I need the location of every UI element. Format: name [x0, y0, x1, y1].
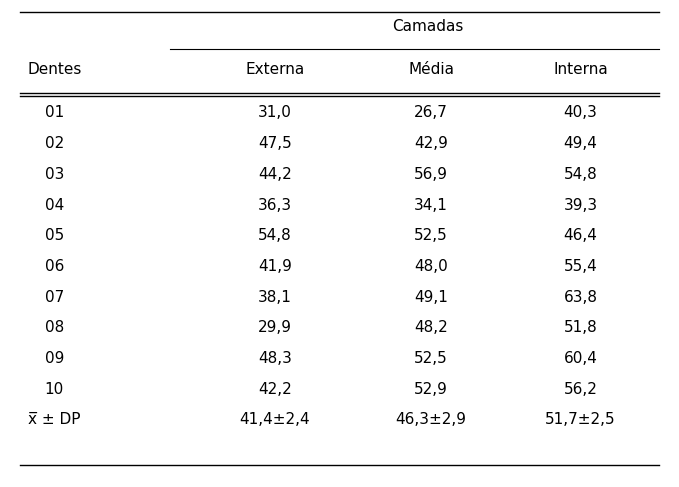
Text: 47,5: 47,5 [258, 136, 292, 151]
Text: 01: 01 [45, 106, 64, 120]
Text: 41,4±2,4: 41,4±2,4 [240, 412, 310, 427]
Text: 29,9: 29,9 [258, 320, 292, 335]
Text: 63,8: 63,8 [564, 290, 598, 304]
Text: 10: 10 [45, 382, 64, 396]
Text: 52,5: 52,5 [414, 351, 448, 366]
Text: 48,0: 48,0 [414, 259, 448, 274]
Text: 54,8: 54,8 [258, 228, 292, 243]
Text: 51,7±2,5: 51,7±2,5 [545, 412, 616, 427]
Text: 03: 03 [45, 167, 64, 182]
Text: 04: 04 [45, 198, 64, 212]
Text: 38,1: 38,1 [258, 290, 292, 304]
Text: 26,7: 26,7 [414, 106, 448, 120]
Text: 34,1: 34,1 [414, 198, 448, 212]
Text: 06: 06 [45, 259, 64, 274]
Text: 56,9: 56,9 [414, 167, 448, 182]
Text: 48,3: 48,3 [258, 351, 292, 366]
Text: Camadas: Camadas [392, 19, 464, 34]
Text: 54,8: 54,8 [564, 167, 598, 182]
Text: 08: 08 [45, 320, 64, 335]
Text: 48,2: 48,2 [414, 320, 448, 335]
Text: x̅ ± DP: x̅ ± DP [28, 412, 81, 427]
Text: Externa: Externa [245, 62, 305, 76]
Text: 49,4: 49,4 [564, 136, 598, 151]
Text: Interna: Interna [553, 62, 608, 76]
Text: 07: 07 [45, 290, 64, 304]
Text: 39,3: 39,3 [564, 198, 598, 212]
Text: 60,4: 60,4 [564, 351, 598, 366]
Text: 05: 05 [45, 228, 64, 243]
Text: 02: 02 [45, 136, 64, 151]
Text: Dentes: Dentes [27, 62, 81, 76]
Text: 56,2: 56,2 [564, 382, 598, 396]
Text: 49,1: 49,1 [414, 290, 448, 304]
Text: 44,2: 44,2 [258, 167, 292, 182]
Text: 51,8: 51,8 [564, 320, 598, 335]
Text: 41,9: 41,9 [258, 259, 292, 274]
Text: 55,4: 55,4 [564, 259, 598, 274]
Text: 42,9: 42,9 [414, 136, 448, 151]
Text: 40,3: 40,3 [564, 106, 598, 120]
Text: 36,3: 36,3 [258, 198, 292, 212]
Text: 42,2: 42,2 [258, 382, 292, 396]
Text: 31,0: 31,0 [258, 106, 292, 120]
Text: 09: 09 [45, 351, 64, 366]
Text: 46,3±2,9: 46,3±2,9 [396, 412, 466, 427]
Text: 52,5: 52,5 [414, 228, 448, 243]
Text: Média: Média [408, 62, 454, 76]
Text: 52,9: 52,9 [414, 382, 448, 396]
Text: 46,4: 46,4 [564, 228, 598, 243]
